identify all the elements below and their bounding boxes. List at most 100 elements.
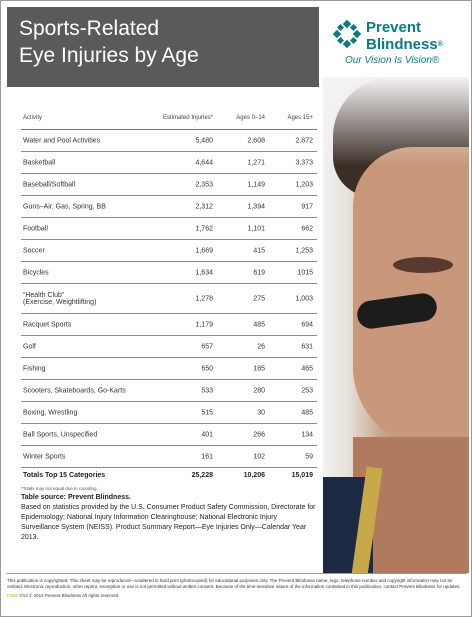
table-row: Winter Sports 161 102 59 (21, 446, 317, 468)
cross-logo-icon (332, 19, 362, 49)
row-activity: Football (23, 225, 48, 232)
table-row: Baseball/Softball 2,353 1,149 1,203 (21, 174, 317, 196)
row-ages-0-14: 415 (253, 247, 265, 254)
row-ages-15: 917 (301, 203, 313, 210)
row-activity: Guns–Air, Gas, Spring, BB (23, 203, 106, 210)
table-row: Basketball 4,644 1,271 3,373 (21, 152, 317, 174)
table-row: Boxing, Wrestling 515 30 485 (21, 402, 317, 424)
logo-brand: Prevent Blindness® (366, 19, 443, 53)
row-estimated: 2,312 (195, 203, 213, 210)
row-estimated: 5,480 (195, 137, 213, 144)
row-estimated: 1,634 (195, 269, 213, 276)
footer-code: FS09 (7, 593, 18, 598)
total-estimated: 25,228 (191, 472, 213, 479)
row-ages-15: 631 (301, 343, 313, 350)
row-ages-0-14: 485 (253, 321, 265, 328)
row-activity: Basketball (23, 159, 56, 166)
source-body: Based on statistics provided by the U.S.… (21, 504, 316, 541)
row-activity: Boxing, Wrestling (23, 409, 78, 416)
row-estimated: 2,353 (195, 181, 213, 188)
row-estimated: 1,762 (195, 225, 213, 232)
row-activity-line-1: “Health Club” (23, 291, 65, 299)
table-row: Ball Sports, Unspecified 401 266 134 (21, 424, 317, 446)
copyright-footer: This publication is copyrighted. This sh… (7, 573, 467, 599)
row-ages-15: 59 (305, 453, 313, 460)
row-ages-15: 1,003 (295, 295, 313, 302)
row-ages-15: 3,373 (295, 159, 313, 166)
logo-tagline: Our Vision Is Vision® (345, 55, 440, 66)
row-estimated: 657 (201, 343, 213, 350)
header-ages-0-14: Ages 0–14 (236, 115, 265, 121)
row-ages-15: 1015 (297, 269, 313, 276)
table-total-row: Totals Top 15 Categories 25,228 10,206 1… (21, 468, 317, 484)
row-ages-0-14: 185 (253, 365, 265, 372)
row-ages-0-14: 1,149 (247, 181, 265, 188)
title-line-1: Sports-Related (19, 17, 160, 40)
footer-text: This publication is copyrighted. This sh… (7, 578, 461, 589)
source-title: Table source: Prevent Blindness. (21, 494, 131, 501)
row-ages-0-14: 1,394 (247, 203, 265, 210)
row-ages-0-14: 30 (257, 409, 265, 416)
table-row: Racquet Sports 1,179 485 694 (21, 314, 317, 336)
row-ages-15: 1,203 (295, 181, 313, 188)
total-label: Totals Top 15 Categories (23, 472, 106, 479)
header-estimated: Estimated Injuries* (162, 115, 213, 121)
logo-brand-line-1: Prevent (366, 19, 422, 36)
injury-table: Activity Estimated Injuries* Ages 0–14 A… (21, 113, 317, 491)
row-estimated: 1,669 (195, 247, 213, 254)
row-activity: Racquet Sports (23, 321, 72, 328)
row-activity: Bicycles (23, 269, 49, 276)
row-ages-15: 2,872 (295, 137, 313, 144)
table-row: Golf 657 26 631 (21, 336, 317, 358)
row-ages-15: 253 (301, 387, 313, 394)
row-activity: Fishing (23, 365, 46, 372)
table-row: Fishing 650 185 465 (21, 358, 317, 380)
row-ages-0-14: 1,271 (247, 159, 265, 166)
row-ages-0-14: 266 (253, 431, 265, 438)
row-activity: Water and Pool Activities (23, 137, 101, 144)
row-estimated: 4,644 (195, 159, 213, 166)
row-activity-line-2: (Exercise, Weightlifting) (23, 298, 97, 306)
row-estimated: 515 (201, 409, 213, 416)
table-row: “Health Club” (Exercise, Weightlifting) 1,… (21, 284, 317, 314)
total-ages-0-14: 10,206 (243, 472, 265, 479)
row-estimated: 1,278 (195, 295, 213, 302)
row-activity: “Health Club” (Exercise, Weightlifting) (23, 292, 96, 306)
table-row: Bicycles 1,634 619 1015 (21, 262, 317, 284)
row-ages-0-14: 280 (253, 387, 265, 394)
table-row: Guns–Air, Gas, Spring, BB 2,312 1,394 917 (21, 196, 317, 218)
row-ages-0-14: 619 (253, 269, 265, 276)
header-ages-15: Ages 15+ (287, 115, 313, 121)
table-row: Scooters, Skateboards, Go-Karts 533 280 253 (21, 380, 317, 402)
row-ages-0-14: 102 (253, 453, 265, 460)
row-estimated: 1,179 (195, 321, 213, 328)
rounding-note: *Totals may not equal due to rounding. (21, 486, 98, 491)
table-header: Activity Estimated Injuries* Ages 0–14 A… (21, 113, 317, 130)
footer-rest: 7/14 © 2014 Prevent Blindness All rights… (19, 593, 120, 598)
table-row: Soccer 1,669 415 1,253 (21, 240, 317, 262)
row-activity: Ball Sports, Unspecified (23, 431, 98, 438)
title-banner: Sports-Related Eye Injuries by Age (7, 7, 319, 87)
table-source: Table source: Prevent Blindness. Based o… (21, 493, 317, 543)
row-ages-15: 134 (301, 431, 313, 438)
row-ages-0-14: 1,101 (247, 225, 265, 232)
row-activity: Baseball/Softball (23, 181, 76, 188)
row-estimated: 533 (201, 387, 213, 394)
row-activity: Soccer (23, 247, 45, 254)
header-activity: Activity (23, 115, 43, 121)
row-ages-15: 485 (301, 409, 313, 416)
row-estimated: 161 (201, 453, 213, 460)
row-ages-0-14: 275 (253, 295, 265, 302)
table-row: Water and Pool Activities 5,480 2,608 2,872 (21, 130, 317, 152)
title-line-2: Eye Injuries by Age (19, 44, 199, 67)
prevent-blindness-logo: Prevent Blindness® Our Vision Is Vision® (323, 7, 469, 77)
row-ages-15: 1,253 (295, 247, 313, 254)
logo-brand-line-2: Blindness® (366, 36, 443, 53)
row-ages-0-14: 2,608 (247, 137, 265, 144)
row-activity: Scooters, Skateboards, Go-Karts (23, 387, 126, 394)
row-activity: Golf (23, 343, 36, 350)
table-body: Water and Pool Activities 5,480 2,608 2,872… (21, 130, 317, 468)
table-row: Football 1,762 1,101 662 (21, 218, 317, 240)
row-ages-15: 465 (301, 365, 313, 372)
row-estimated: 401 (201, 431, 213, 438)
